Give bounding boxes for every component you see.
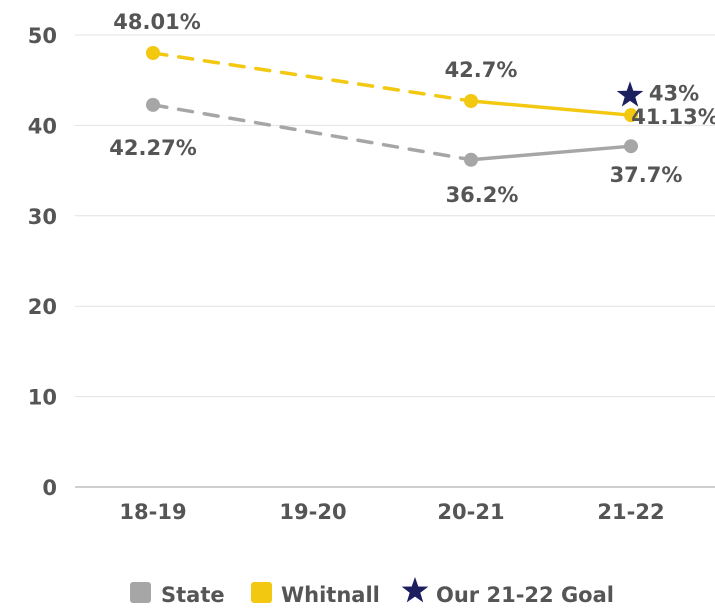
y-axis-ticks: 0 10 20 30 40 50 [28, 24, 57, 500]
whitnall-point [464, 93, 478, 108]
legend: State Whitnall Our 21-22 Goal [130, 577, 614, 607]
state-data-label: 37.7% [610, 163, 683, 187]
goal-star-icon [616, 81, 644, 107]
whitnall-point [624, 108, 638, 123]
goal-data-label: 43% [649, 81, 699, 105]
x-axis-ticks: 18-19 19-20 20-21 21-22 [119, 500, 664, 524]
series-layer [146, 45, 644, 167]
state-legend-swatch [130, 582, 151, 603]
x-tick-label: 21-22 [597, 500, 664, 524]
state-point [464, 152, 478, 167]
whitnall-data-label: 48.01% [113, 10, 200, 34]
y-tick-label: 50 [28, 24, 57, 48]
y-tick-label: 30 [28, 205, 57, 229]
whitnall-legend-swatch [251, 582, 272, 603]
legend-label-whitnall: Whitnall [281, 583, 380, 607]
state-point [624, 139, 638, 154]
state-line-segment [151, 103, 473, 162]
data-labels: 42.27% 36.2% 37.7% 48.01% 42.7% 41.13%43% [109, 10, 715, 207]
legend-label-state: State [161, 583, 225, 607]
legend-label-goal: Our 21-22 Goal [436, 583, 614, 607]
state-data-label: 36.2% [446, 183, 519, 207]
y-tick-label: 0 [42, 476, 57, 500]
y-tick-label: 10 [28, 386, 57, 410]
whitnall-line-segment [469, 99, 633, 117]
x-tick-label: 18-19 [119, 500, 186, 524]
x-tick-label: 19-20 [279, 500, 346, 524]
y-tick-label: 20 [28, 295, 57, 319]
whitnall-line-segment [151, 51, 473, 103]
whitnall-data-label: 42.7% [445, 58, 518, 82]
state-data-label: 42.27% [109, 136, 196, 160]
y-tick-label: 40 [28, 114, 57, 138]
gridlines [75, 34, 715, 398]
goal-legend-star-icon [401, 577, 429, 603]
whitnall-point [146, 45, 160, 60]
x-tick-label: 20-21 [437, 500, 504, 524]
state-line-segment [469, 144, 633, 162]
state-point [146, 97, 160, 112]
whitnall-data-label: 41.13% [631, 105, 715, 129]
